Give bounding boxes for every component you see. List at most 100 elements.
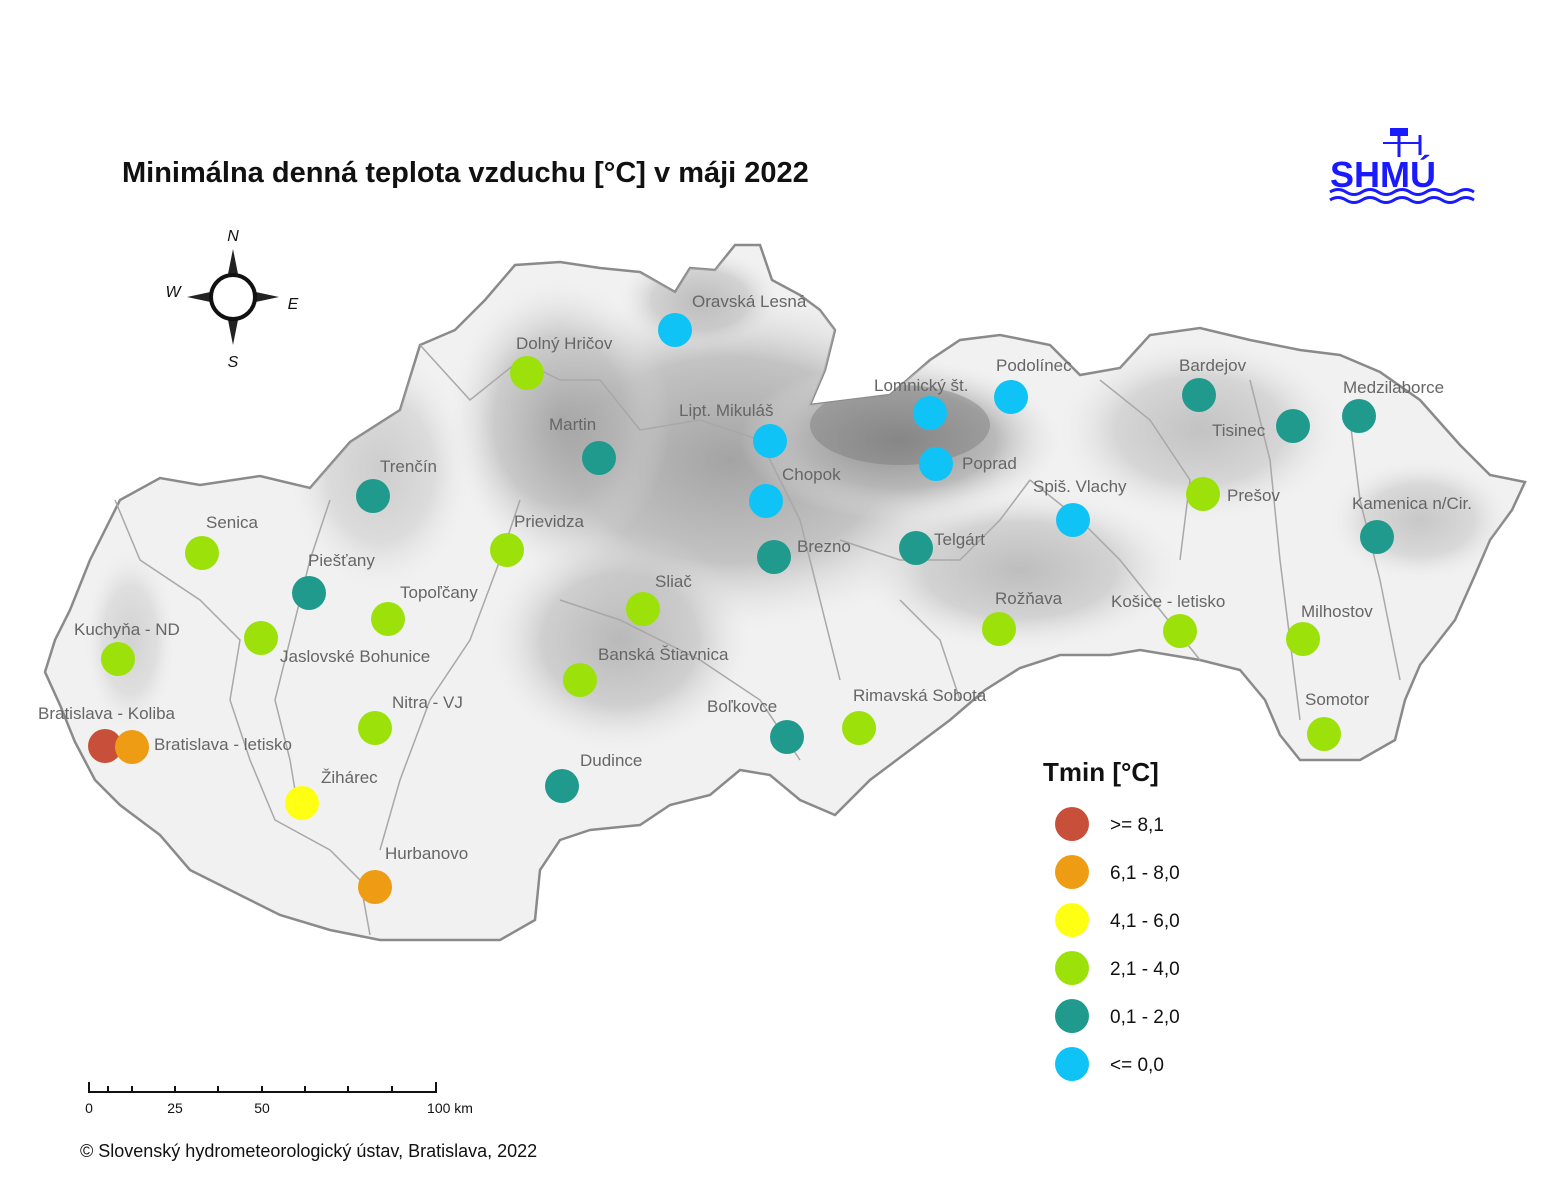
station-marker: [582, 441, 616, 475]
station-marker: [185, 536, 219, 570]
station-marker: [358, 870, 392, 904]
station-marker: [356, 479, 390, 513]
station-marker: [994, 380, 1028, 414]
scale-label-25: 25: [167, 1100, 183, 1116]
map-title: Minimálna denná teplota vzduchu [°C] v m…: [122, 157, 809, 189]
station: Boľkovce: [707, 697, 804, 754]
compass-ring: [209, 273, 257, 321]
station-marker: [626, 592, 660, 626]
station-label: Prešov: [1227, 486, 1280, 505]
station-label: Boľkovce: [707, 697, 777, 716]
station-label: Milhostov: [1301, 602, 1373, 621]
compass-e: E: [288, 296, 299, 313]
station: Dolný Hričov: [510, 334, 613, 390]
station-label: Banská Štiavnica: [598, 645, 729, 664]
station-marker: [490, 533, 524, 567]
station-marker: [1186, 477, 1220, 511]
legend-swatch: [1055, 903, 1089, 937]
station: Žihárec: [285, 768, 378, 820]
compass-south-arrow: [227, 315, 239, 345]
station: Spiš. Vlachy: [1033, 477, 1127, 537]
station-marker: [1182, 378, 1216, 412]
station-label: Trenčín: [380, 457, 437, 476]
station-label: Podolínec: [996, 356, 1072, 375]
compass-s: S: [228, 354, 239, 371]
compass-north-arrow: [227, 249, 239, 279]
stations-layer: Oravská Lesná Dolný Hričov Martin Lipt. Mik…: [38, 292, 1472, 904]
station-marker: [510, 356, 544, 390]
station-label: Lipt. Mikuláš: [679, 401, 773, 420]
legend-swatch: [1055, 951, 1089, 985]
scale-bar: [88, 1082, 437, 1093]
station-label: Košice - letisko: [1111, 592, 1225, 611]
station-marker: [749, 484, 783, 518]
station-marker: [292, 576, 326, 610]
legend-swatch: [1055, 807, 1089, 841]
compass-east-arrow: [251, 291, 279, 303]
station-marker: [842, 711, 876, 745]
station: Rožňava: [982, 589, 1063, 646]
station-label: Bratislava - letisko: [154, 735, 292, 754]
station: Trenčín: [356, 457, 437, 513]
station: Prešov: [1186, 477, 1280, 511]
legend-label: 2,1 - 4,0: [1110, 959, 1180, 980]
station-marker: [982, 612, 1016, 646]
station-label: Topoľčany: [400, 583, 478, 602]
legend-swatch: [1055, 1047, 1089, 1081]
station-label: Telgárt: [934, 530, 985, 549]
station-label: Brezno: [797, 537, 851, 556]
station: Lipt. Mikuláš: [679, 401, 787, 458]
scale-label-50: 50: [254, 1100, 270, 1116]
station: Lomnický št.: [874, 376, 968, 430]
station-label: Somotor: [1305, 690, 1370, 709]
legend-label: 6,1 - 8,0: [1110, 863, 1180, 884]
legend-swatch: [1055, 855, 1089, 889]
station-marker: [563, 663, 597, 697]
station-label: Senica: [206, 513, 259, 532]
copyright: © Slovenský hydrometeorologický ústav, B…: [80, 1141, 538, 1161]
scale-label-100: 100 km: [427, 1100, 473, 1116]
station-label: Žihárec: [321, 768, 378, 787]
legend-label: <= 0,0: [1110, 1055, 1164, 1076]
station-label: Prievidza: [514, 512, 584, 531]
station-label: Kuchyňa - ND: [74, 620, 180, 639]
station: Kamenica n/Cir.: [1352, 494, 1472, 554]
station: Nitra - VJ: [358, 693, 463, 745]
compass-w: W: [165, 284, 182, 301]
station: Somotor: [1305, 690, 1370, 751]
station-label: Hurbanovo: [385, 844, 468, 863]
station: Poprad: [919, 447, 1017, 481]
station-marker: [753, 424, 787, 458]
station-label: Piešťany: [308, 551, 375, 570]
station: Milhostov: [1286, 602, 1373, 656]
station-label: Tisinec: [1212, 421, 1266, 440]
legend-label: 0,1 - 2,0: [1110, 1007, 1180, 1028]
station: Oravská Lesná: [658, 292, 807, 347]
station: Tisinec: [1212, 409, 1310, 443]
station-label: Dolný Hričov: [516, 334, 613, 353]
station: Hurbanovo: [358, 844, 468, 904]
station: Dudince: [545, 751, 642, 803]
station-label: Jaslovské Bohunice: [280, 647, 430, 666]
shmu-logo: SHMÚ: [1329, 128, 1475, 204]
station-marker: [371, 602, 405, 636]
station: Bratislava - Koliba: [38, 704, 176, 763]
logo-text: SHMÚ: [1330, 153, 1436, 195]
station-marker: [88, 729, 122, 763]
station-marker: [244, 621, 278, 655]
station: Martin: [549, 415, 616, 475]
station-label: Chopok: [782, 465, 841, 484]
station-label: Rimavská Sobota: [853, 686, 987, 705]
station-marker: [285, 786, 319, 820]
station: Brezno: [757, 537, 851, 574]
station: Bardejov: [1179, 356, 1247, 412]
station-marker: [115, 730, 149, 764]
station-label: Nitra - VJ: [392, 693, 463, 712]
station-label: Martin: [549, 415, 596, 434]
station: Jaslovské Bohunice: [244, 621, 430, 666]
station-label: Kamenica n/Cir.: [1352, 494, 1472, 513]
station-marker: [358, 711, 392, 745]
station-marker: [1360, 520, 1394, 554]
station-label: Bardejov: [1179, 356, 1247, 375]
